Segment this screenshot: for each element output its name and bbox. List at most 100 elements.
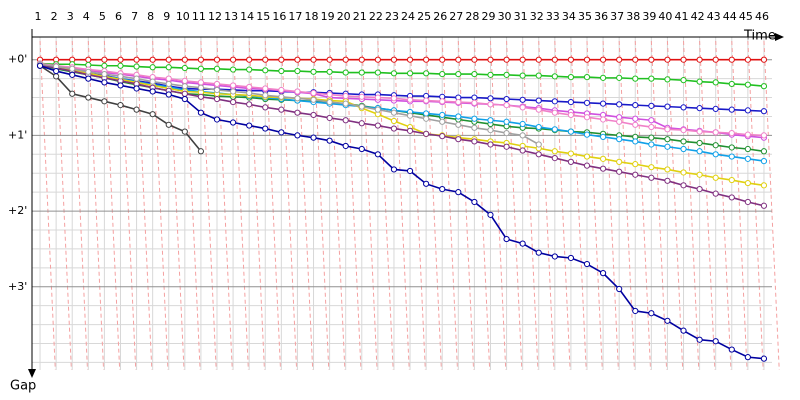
data-point: [326, 68, 333, 75]
data-point: [664, 126, 671, 133]
data-point: [648, 141, 655, 148]
lapping-line: [522, 40, 539, 371]
data-point: [455, 136, 462, 143]
series-line: [40, 62, 765, 87]
data-point: [423, 56, 430, 63]
data-point: [487, 117, 494, 124]
x-tick-label: 39: [642, 10, 656, 23]
lapping-line: [618, 40, 635, 371]
x-tick-label: 17: [288, 10, 302, 23]
data-point: [423, 180, 430, 187]
x-tick-label: 35: [578, 10, 592, 23]
data-point: [342, 100, 349, 107]
data-point: [101, 56, 108, 63]
data-point: [487, 101, 494, 108]
data-point: [632, 138, 639, 145]
data-point: [567, 128, 575, 135]
data-point: [374, 106, 381, 113]
data-point: [599, 133, 607, 140]
data-point: [342, 92, 349, 100]
data-point: [616, 168, 623, 175]
data-point: [326, 114, 333, 122]
data-point: [374, 151, 381, 158]
data-point: [728, 144, 735, 151]
data-point: [712, 56, 719, 63]
data-point: [616, 101, 623, 108]
data-point: [519, 147, 526, 154]
data-point: [519, 120, 526, 128]
data-point: [648, 174, 655, 181]
data-point: [567, 111, 575, 119]
lapping-line: [329, 40, 346, 371]
data-point: [213, 86, 221, 94]
lapping-line: [248, 40, 265, 371]
data-point: [101, 62, 108, 69]
data-point: [423, 70, 430, 77]
data-point: [229, 98, 237, 106]
data-point: [36, 62, 44, 69]
x-tick-label: 15: [256, 10, 270, 23]
data-point: [696, 186, 703, 193]
data-point: [133, 85, 140, 92]
data-point: [632, 115, 639, 122]
data-point: [471, 70, 478, 78]
data-point: [632, 161, 639, 168]
x-tick-label: 25: [417, 10, 431, 23]
data-point: [648, 102, 655, 109]
data-point: [278, 56, 285, 63]
data-point: [149, 64, 156, 71]
data-point: [760, 158, 768, 165]
data-point: [181, 64, 188, 72]
data-point: [471, 56, 478, 63]
data-point: [503, 56, 510, 63]
data-point: [616, 136, 623, 143]
lapping-line: [715, 40, 732, 371]
data-point: [535, 56, 542, 63]
data-point: [101, 98, 108, 105]
data-point: [326, 98, 333, 106]
data-point: [680, 56, 687, 63]
data-point: [358, 93, 365, 100]
data-point: [535, 72, 542, 79]
data-point: [583, 153, 591, 160]
lapping-line: [345, 40, 362, 371]
data-point: [406, 70, 414, 77]
data-point: [616, 158, 623, 165]
x-tick-label: 16: [272, 10, 286, 23]
data-point: [728, 153, 735, 160]
data-point: [599, 74, 607, 81]
series-line: [39, 64, 765, 360]
data-point: [712, 190, 719, 197]
data-point: [358, 69, 365, 76]
data-point: [567, 254, 575, 262]
data-point: [680, 169, 687, 176]
data-point: [53, 67, 60, 75]
lapping-line: [683, 40, 700, 371]
data-point: [310, 68, 317, 75]
data-point: [599, 100, 607, 107]
data-point: [342, 69, 349, 76]
data-point: [262, 85, 269, 92]
data-point: [487, 126, 494, 134]
data-point: [439, 133, 446, 140]
data-point: [696, 105, 703, 112]
data-point: [229, 88, 237, 95]
data-point: [696, 148, 703, 155]
data-point: [696, 56, 703, 63]
data-point: [760, 182, 768, 189]
data-point: [262, 92, 269, 99]
x-axis-arrow: [775, 33, 784, 41]
data-point: [664, 166, 671, 173]
x-tick-label: 29: [481, 10, 495, 23]
data-point: [406, 112, 414, 119]
data-point: [503, 95, 510, 103]
data-point: [503, 118, 510, 125]
data-point: [519, 132, 526, 139]
data-point: [390, 166, 398, 173]
data-point: [583, 56, 591, 63]
data-point: [278, 129, 285, 136]
x-tick-label: 37: [610, 10, 624, 23]
series-line: [39, 62, 764, 137]
data-point: [149, 78, 156, 85]
data-point: [229, 66, 237, 73]
